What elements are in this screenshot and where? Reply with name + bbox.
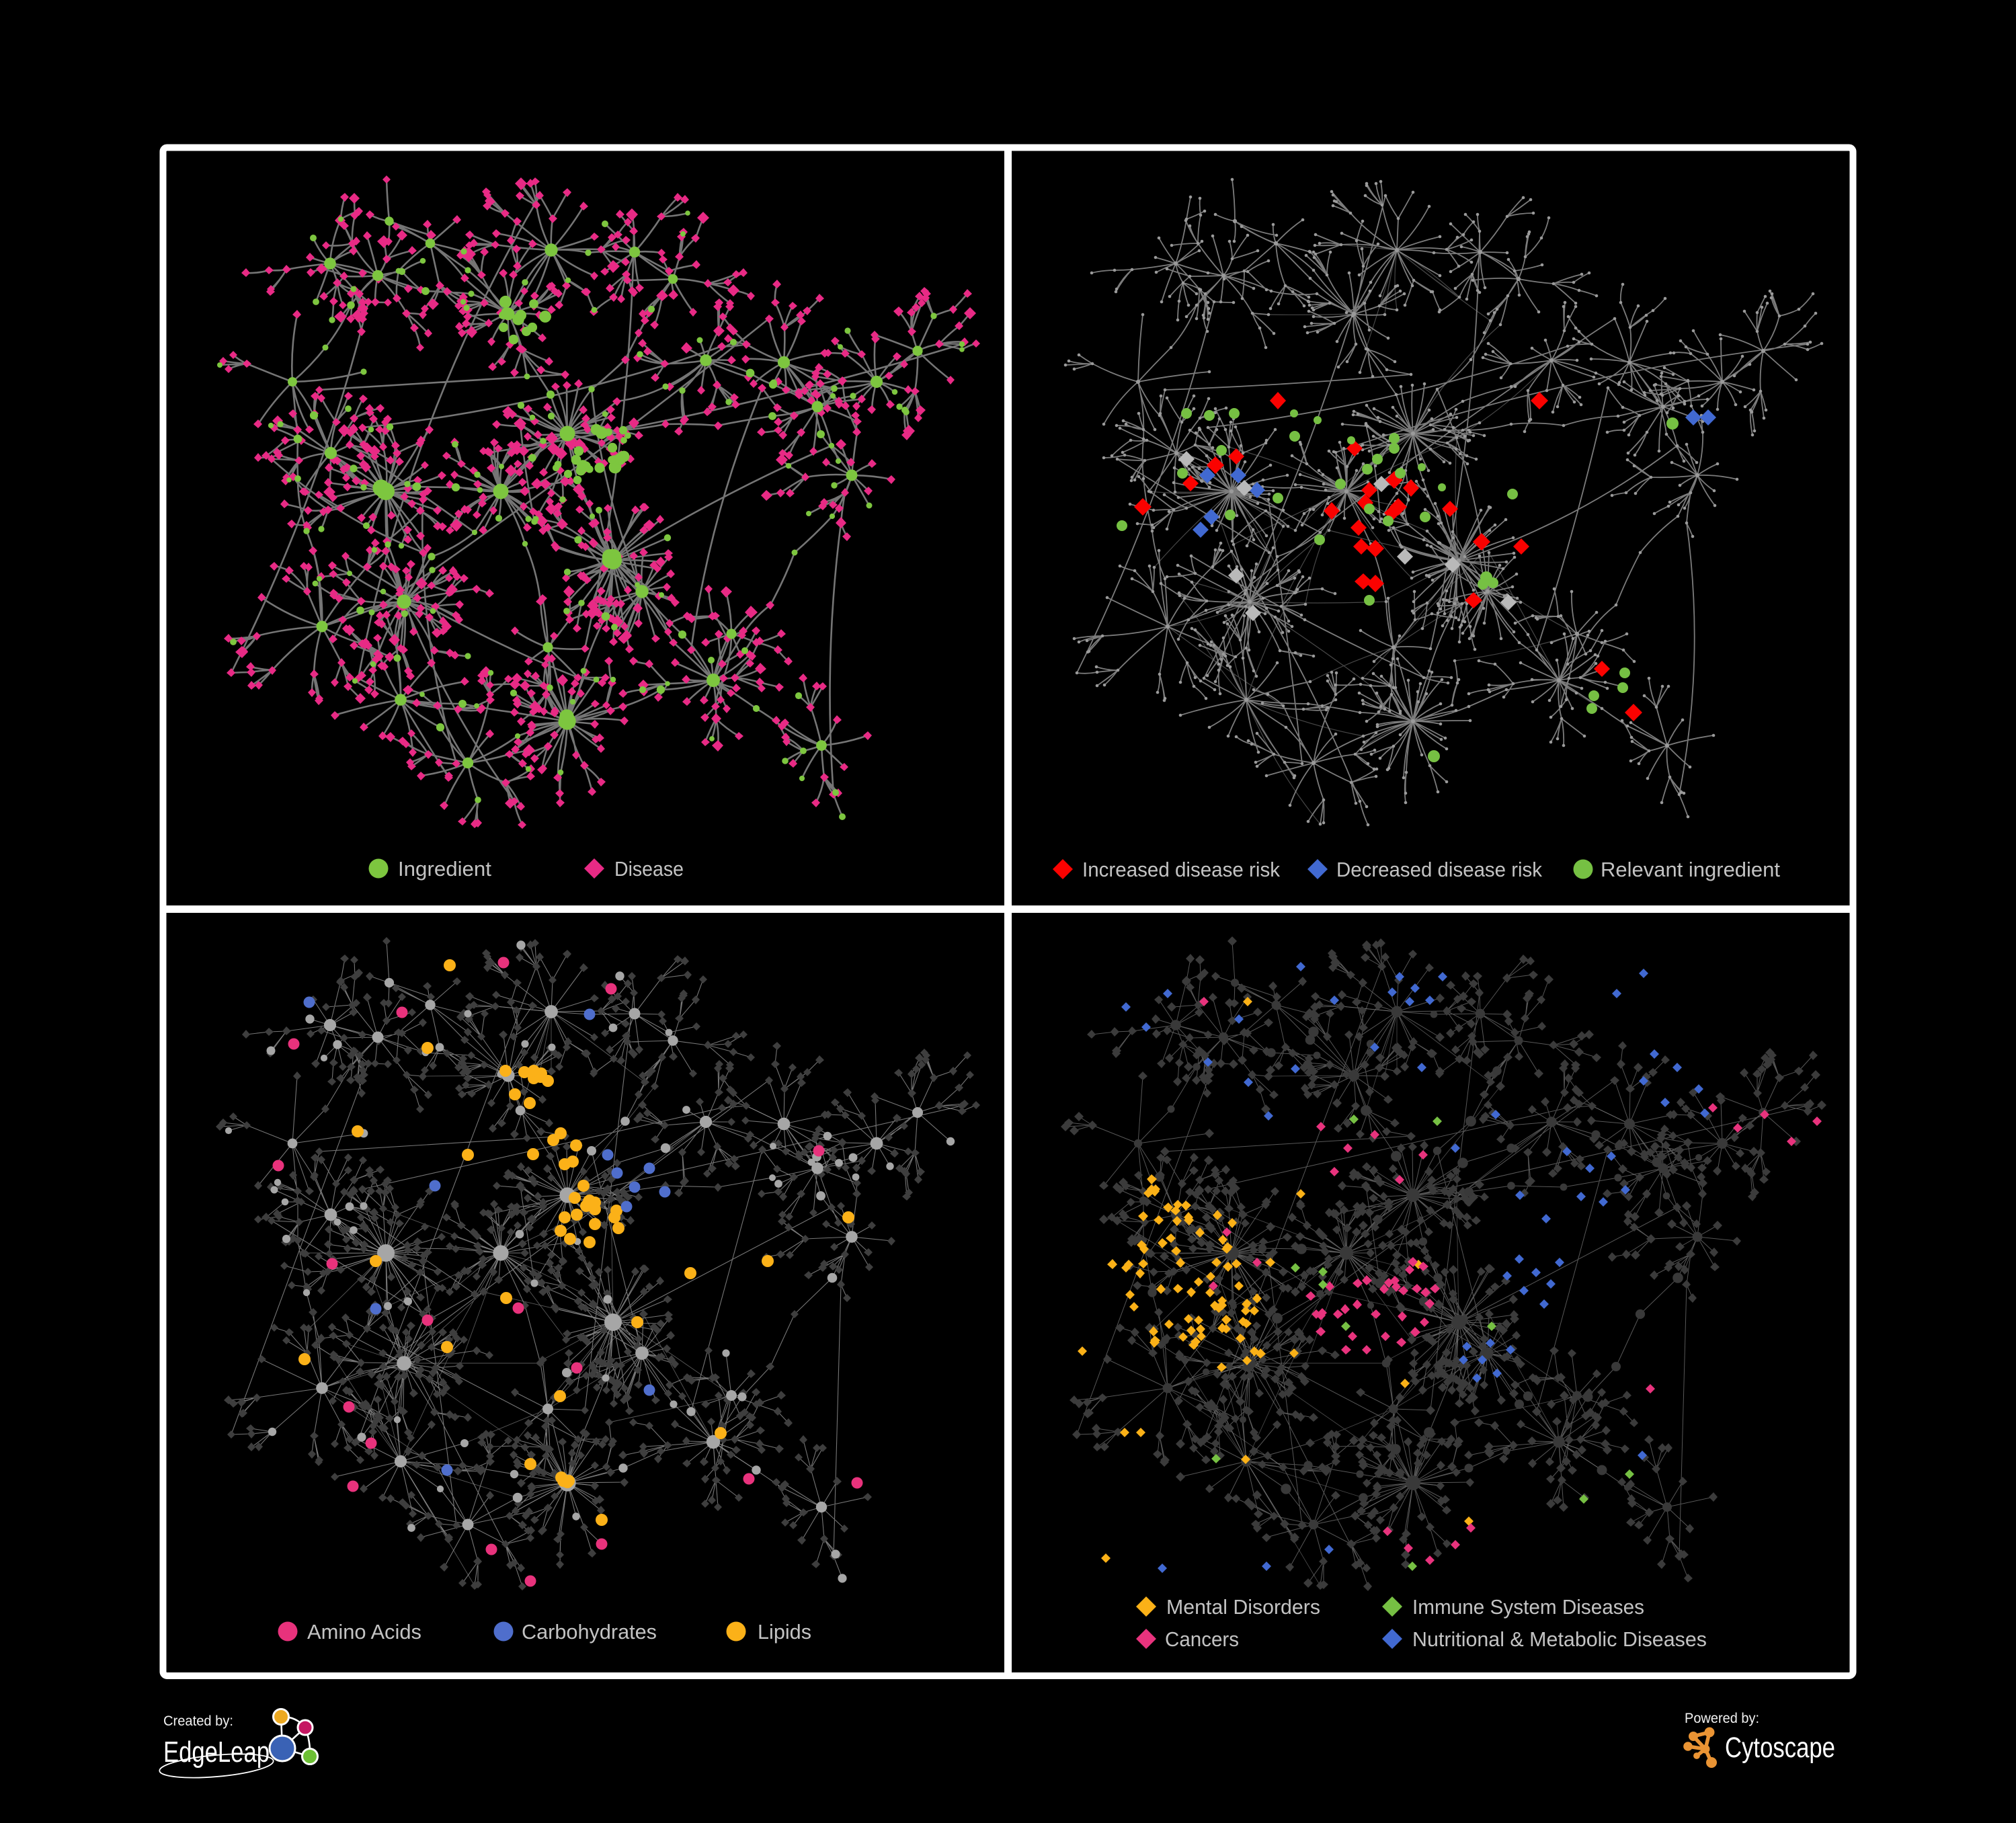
svg-text:Increased disease risk: Increased disease risk — [1082, 858, 1280, 881]
svg-text:Mental Disorders: Mental Disorders — [1166, 1595, 1320, 1619]
svg-text:EdgeLeap: EdgeLeap — [163, 1736, 270, 1769]
svg-text:Cytoscape: Cytoscape — [1725, 1732, 1835, 1764]
svg-text:Created by:: Created by: — [163, 1713, 233, 1729]
svg-text:Ingredient: Ingredient — [398, 857, 491, 881]
svg-text:Relevant ingredient: Relevant ingredient — [1601, 858, 1780, 881]
svg-text:Decreased disease risk: Decreased disease risk — [1336, 858, 1542, 881]
svg-text:Carbohydrates: Carbohydrates — [522, 1620, 657, 1644]
svg-text:Lipids: Lipids — [758, 1620, 811, 1644]
svg-text:Disease: Disease — [614, 857, 684, 881]
svg-text:Immune System Diseases: Immune System Diseases — [1412, 1595, 1644, 1619]
svg-text:Powered by:: Powered by: — [1685, 1711, 1759, 1726]
svg-text:Amino Acids: Amino Acids — [307, 1620, 421, 1644]
svg-text:Nutritional & Metabolic Diseas: Nutritional & Metabolic Diseases — [1412, 1627, 1707, 1651]
svg-text:Cancers: Cancers — [1165, 1627, 1239, 1651]
